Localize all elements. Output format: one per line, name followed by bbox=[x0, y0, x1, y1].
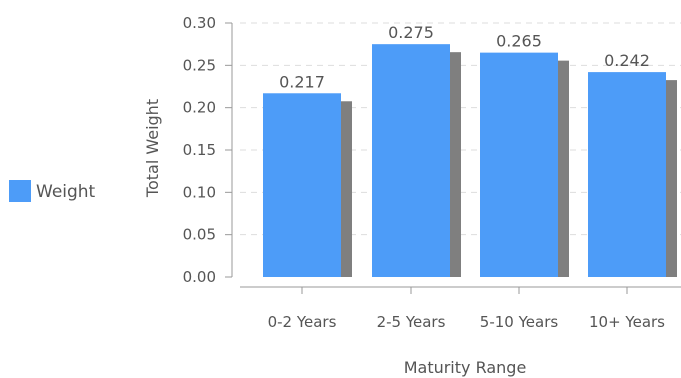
legend: Weight bbox=[9, 180, 96, 202]
x-tick-label: 0-2 Years bbox=[268, 313, 337, 331]
x-tick-label: 2-5 Years bbox=[377, 313, 446, 331]
y-tick-label: 0.05 bbox=[183, 226, 216, 244]
y-axis-title: Total Weight bbox=[143, 99, 162, 198]
x-axis: 0-2 Years 2-5 Years 5-10 Years 10+ Years bbox=[240, 286, 681, 331]
bar-value-label: 0.275 bbox=[388, 23, 434, 42]
x-tick-label: 5-10 Years bbox=[480, 313, 559, 331]
bar-0-2-years bbox=[263, 93, 341, 277]
bar-2-5-years bbox=[372, 44, 450, 277]
y-tick-label: 0.00 bbox=[183, 268, 216, 286]
bar-10-years bbox=[588, 72, 666, 278]
y-tick-label: 0.20 bbox=[183, 99, 216, 117]
x-axis-title: Maturity Range bbox=[404, 358, 527, 377]
y-tick-label: 0.15 bbox=[183, 141, 216, 159]
bar-value-label: 0.265 bbox=[496, 32, 542, 51]
bar-value-label: 0.242 bbox=[604, 51, 650, 70]
bar-value-label: 0.217 bbox=[279, 72, 325, 91]
y-tick-label: 0.25 bbox=[183, 56, 216, 74]
legend-swatch-weight bbox=[9, 180, 31, 202]
y-tick-label: 0.30 bbox=[183, 14, 216, 32]
y-tick-label: 0.10 bbox=[183, 183, 216, 201]
bar-5-10-years bbox=[480, 52, 558, 278]
bars: 0.217 0.275 0.265 0.242 bbox=[263, 23, 677, 278]
legend-label-weight: Weight bbox=[36, 182, 96, 202]
y-axis: 0.00 0.05 0.10 0.15 0.20 0.25 0.30 bbox=[183, 14, 233, 286]
x-tick-label: 10+ Years bbox=[589, 313, 665, 331]
